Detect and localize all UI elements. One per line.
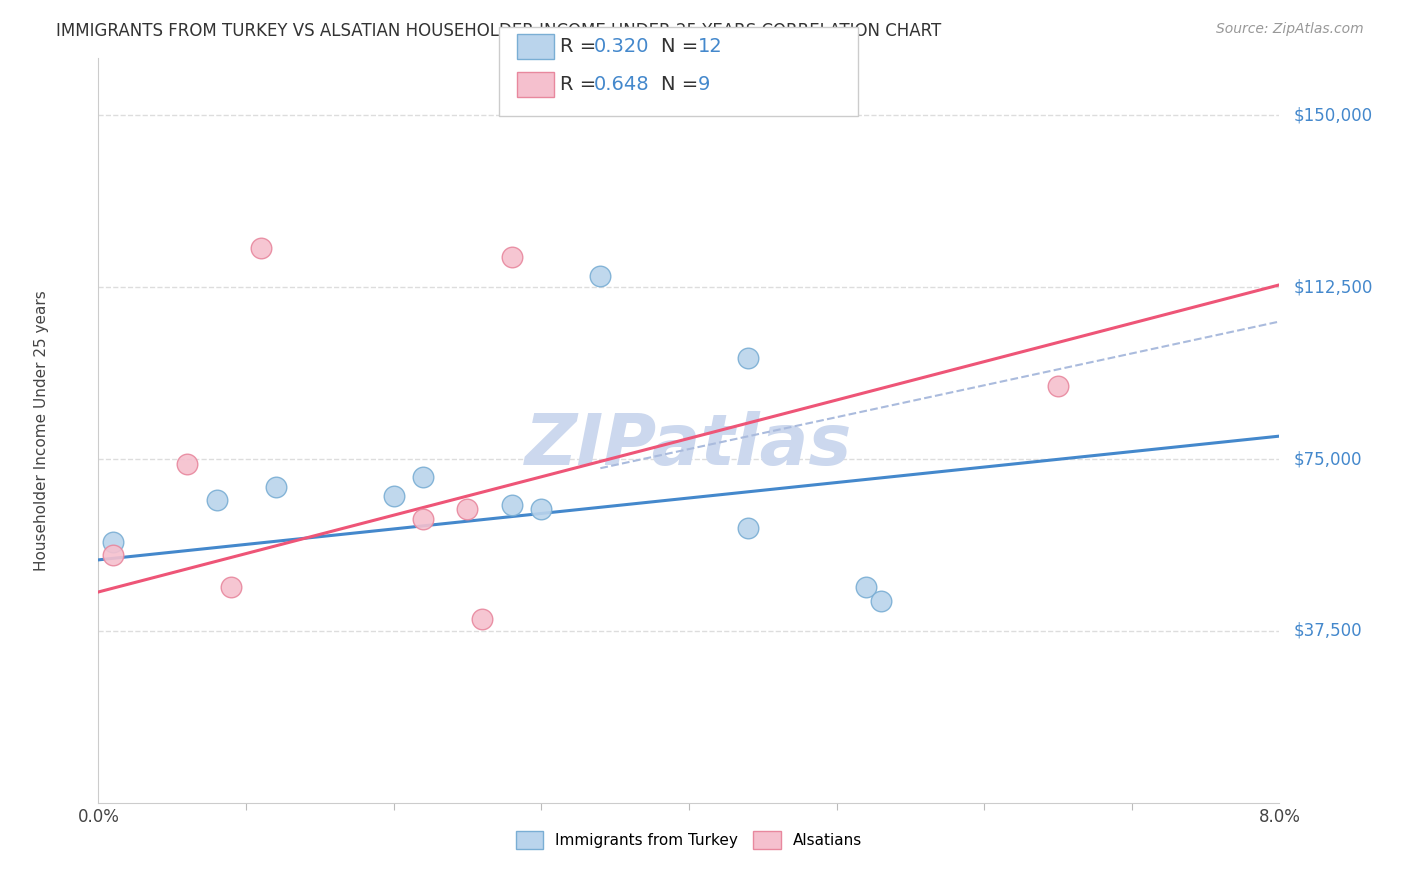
Text: IMMIGRANTS FROM TURKEY VS ALSATIAN HOUSEHOLDER INCOME UNDER 25 YEARS CORRELATION: IMMIGRANTS FROM TURKEY VS ALSATIAN HOUSE… [56,22,942,40]
Text: 12: 12 [697,37,723,56]
Point [501,498,523,512]
Text: R =: R = [560,75,602,95]
Text: $150,000: $150,000 [1294,106,1372,124]
Text: Householder Income Under 25 years: Householder Income Under 25 years [34,290,49,571]
Point [870,594,893,608]
Legend: Immigrants from Turkey, Alsatians: Immigrants from Turkey, Alsatians [516,831,862,849]
Point [103,534,125,549]
Text: $112,500: $112,500 [1294,278,1374,296]
Point [221,580,243,594]
Point [457,502,479,516]
Point [382,489,405,503]
Point [855,580,877,594]
Text: 0.648: 0.648 [593,75,650,95]
Text: $37,500: $37,500 [1294,622,1362,640]
Text: N =: N = [661,37,704,56]
Text: Source: ZipAtlas.com: Source: ZipAtlas.com [1216,22,1364,37]
Point [737,521,759,535]
Text: ZIPatlas: ZIPatlas [526,411,852,480]
Point [589,268,612,283]
Point [412,470,434,484]
Point [471,612,494,626]
Point [264,479,287,493]
Point [103,549,125,563]
Point [176,457,198,471]
Point [1046,378,1070,392]
Point [530,502,553,516]
Text: N =: N = [661,75,704,95]
Point [501,251,523,265]
Point [737,351,759,366]
Point [205,493,228,508]
Point [412,511,434,525]
Text: 0.320: 0.320 [593,37,648,56]
Text: R =: R = [560,37,602,56]
Text: 9: 9 [697,75,710,95]
Point [250,241,273,255]
Text: $75,000: $75,000 [1294,450,1362,468]
